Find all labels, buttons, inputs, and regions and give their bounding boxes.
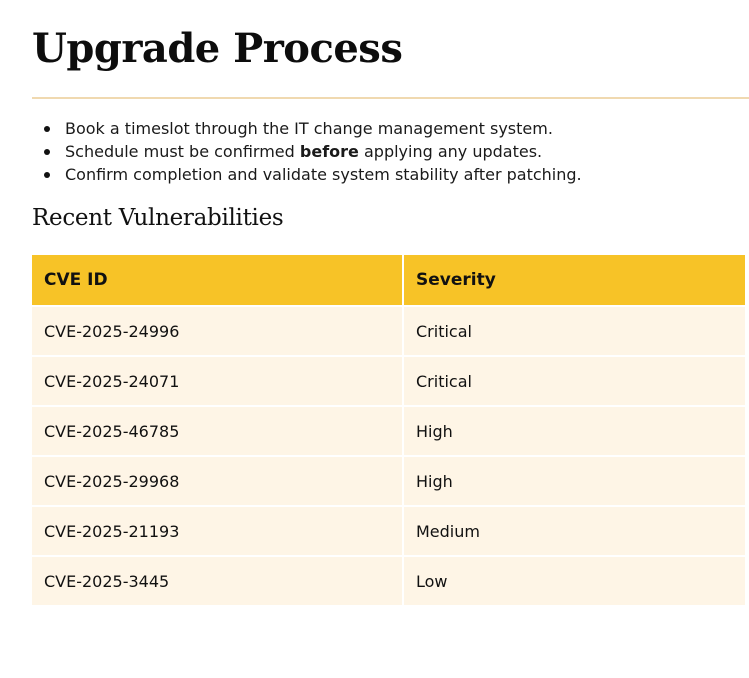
title-divider — [32, 97, 749, 99]
step-item: Confirm completion and validate system s… — [32, 163, 582, 186]
section-title-vulnerabilities: Recent Vulnerabilities — [32, 205, 284, 231]
severity-cell: Critical — [404, 307, 745, 355]
step-emphasis: before — [299, 142, 359, 161]
cve-id-cell: CVE-2025-3445 — [32, 557, 402, 605]
page-title: Upgrade Process — [32, 25, 403, 72]
step-item: Book a timeslot through the IT change ma… — [32, 117, 582, 140]
step-text: Schedule must be confirmed — [65, 142, 300, 161]
table-row: CVE-2025-29968 High — [32, 457, 745, 505]
step-text: applying any updates. — [358, 142, 543, 161]
severity-cell: Low — [404, 557, 745, 605]
step-item: Schedule must be confirmed before applyi… — [32, 140, 582, 163]
cve-id-cell: CVE-2025-21193 — [32, 507, 402, 555]
table-header-row: CVE ID Severity — [32, 255, 745, 305]
table-row: CVE-2025-24071 Critical — [32, 357, 745, 405]
severity-cell: High — [404, 457, 745, 505]
table-row: CVE-2025-3445 Low — [32, 557, 745, 605]
severity-cell: Critical — [404, 357, 745, 405]
table-row: CVE-2025-46785 High — [32, 407, 745, 455]
step-text: Book a timeslot through the IT change ma… — [65, 119, 553, 138]
severity-cell: High — [404, 407, 745, 455]
cve-id-cell: CVE-2025-46785 — [32, 407, 402, 455]
upgrade-steps-list: Book a timeslot through the IT change ma… — [32, 117, 582, 186]
vulnerabilities-table: CVE ID Severity CVE-2025-24996 Critical … — [30, 253, 747, 607]
column-header-cve-id: CVE ID — [32, 255, 402, 305]
column-header-severity: Severity — [404, 255, 745, 305]
table-row: CVE-2025-24996 Critical — [32, 307, 745, 355]
cve-id-cell: CVE-2025-24071 — [32, 357, 402, 405]
table-row: CVE-2025-21193 Medium — [32, 507, 745, 555]
cve-id-cell: CVE-2025-24996 — [32, 307, 402, 355]
cve-id-cell: CVE-2025-29968 — [32, 457, 402, 505]
step-text: Confirm completion and validate system s… — [65, 165, 582, 184]
severity-cell: Medium — [404, 507, 745, 555]
